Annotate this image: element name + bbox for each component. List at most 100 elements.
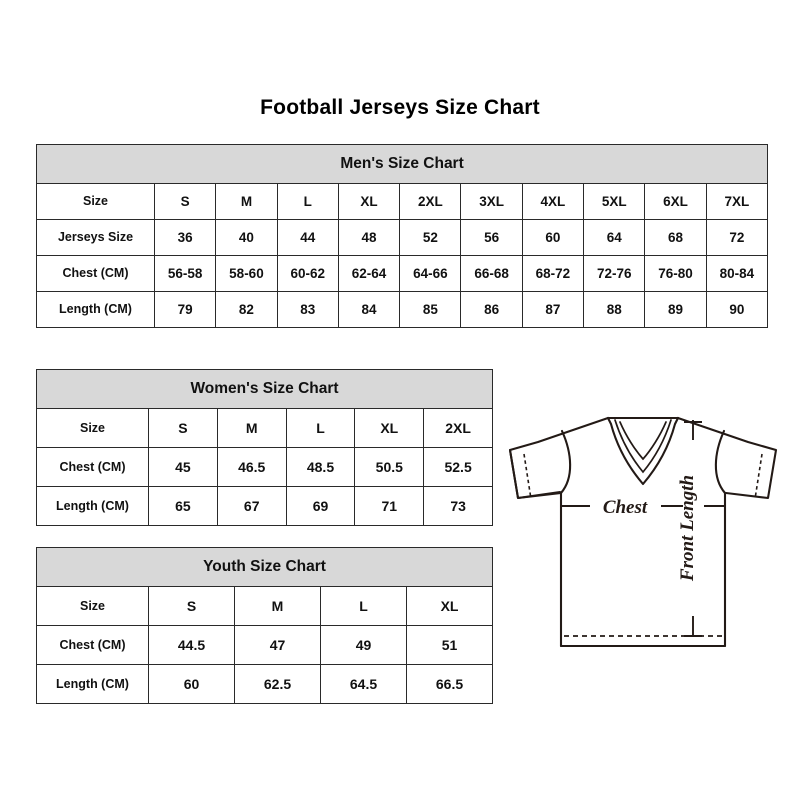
row-label: Chest (CM) (36, 255, 155, 292)
table-row: Size S M L XL 2XL (36, 408, 494, 448)
table-cell: 58-60 (215, 255, 278, 292)
chest-measure-label: Chest (603, 497, 648, 518)
row-label: Chest (CM) (36, 447, 149, 487)
table-cell: 85 (399, 291, 462, 328)
table-cell: 49 (320, 625, 407, 665)
mens-caption-row: Men's Size Chart (35, 144, 769, 184)
table-cell: 66.5 (405, 664, 494, 704)
table-cell: 79 (153, 291, 217, 328)
womens-caption-row: Women's Size Chart (35, 369, 494, 409)
table-cell: XL (354, 408, 425, 448)
table-cell: 3XL (460, 183, 523, 220)
mens-table-caption: Men's Size Chart (35, 144, 769, 184)
table-cell: 56-58 (153, 255, 217, 292)
table-cell: 51 (405, 625, 494, 665)
row-label: Chest (CM) (36, 625, 149, 665)
right-shoulder-outline (676, 416, 778, 500)
table-cell: 67 (216, 486, 287, 526)
jersey-measurement-diagram: Chest Front Length Front Length (498, 398, 788, 688)
table-cell: 6XL (644, 183, 707, 220)
row-label: Length (CM) (36, 664, 149, 704)
table-cell: M (234, 586, 321, 626)
table-cell: L (285, 408, 356, 448)
table-cell: M (215, 183, 278, 220)
table-cell: 48 (337, 219, 401, 256)
table-row: Chest (CM) 44.5 47 49 51 (36, 625, 494, 665)
row-label: Size (36, 408, 149, 448)
table-cell: S (153, 183, 217, 220)
table-cell: 84 (337, 291, 401, 328)
youth-table-caption: Youth Size Chart (35, 547, 494, 587)
row-label: Size (36, 183, 155, 220)
table-row: Jerseys Size 36 40 44 48 52 56 60 64 68 … (36, 219, 769, 256)
table-cell: 62.5 (234, 664, 321, 704)
table-cell: S (148, 408, 218, 448)
table-row: Chest (CM) 45 46.5 48.5 50.5 52.5 (36, 447, 494, 487)
table-cell: 90 (705, 291, 769, 328)
table-cell: 2XL (399, 183, 462, 220)
table-cell: XL (337, 183, 401, 220)
front-length-label-backdrop (683, 440, 704, 616)
table-cell: 52.5 (423, 447, 494, 487)
right-cuff-stitch-dashes (754, 453, 763, 500)
table-cell: 7XL (705, 183, 769, 220)
table-cell: 72-76 (583, 255, 646, 292)
table-cell: 36 (153, 219, 217, 256)
table-cell: L (276, 183, 339, 220)
right-armhole-curve (714, 429, 727, 495)
table-cell: 83 (276, 291, 339, 328)
table-cell: 60 (148, 664, 235, 704)
table-cell: 82 (215, 291, 278, 328)
table-row: Chest (CM) 56-58 58-60 60-62 62-64 64-66… (36, 255, 769, 292)
womens-table-caption: Women's Size Chart (35, 369, 494, 409)
table-cell: 60 (521, 219, 585, 256)
womens-size-chart-table: Women's Size Chart Size S M L XL 2XL Che… (35, 369, 494, 526)
table-cell: 45 (148, 447, 218, 487)
table-cell: 56 (460, 219, 523, 256)
table-cell: 62-64 (337, 255, 401, 292)
left-cuff-stitch-dashes (523, 453, 532, 500)
table-cell: 46.5 (216, 447, 287, 487)
table-cell: 40 (215, 219, 278, 256)
table-cell: 50.5 (354, 447, 425, 487)
table-cell: 52 (399, 219, 462, 256)
table-cell: 2XL (423, 408, 494, 448)
table-cell: 47 (234, 625, 321, 665)
left-armhole-curve (559, 429, 572, 495)
table-row: Size S M L XL (36, 586, 494, 626)
youth-caption-row: Youth Size Chart (35, 547, 494, 587)
vneck-inner-curve (619, 421, 667, 461)
page-title: Football Jerseys Size Chart (260, 96, 540, 119)
mens-table-body: Men's Size Chart Size S M L XL 2XL 3XL 4… (35, 144, 769, 328)
table-cell: 80-84 (705, 255, 769, 292)
left-shoulder-outline (508, 416, 610, 500)
table-cell: 89 (644, 291, 707, 328)
table-row: Length (CM) 60 62.5 64.5 66.5 (36, 664, 494, 704)
table-cell: 65 (148, 486, 218, 526)
table-cell: M (216, 408, 287, 448)
table-cell: 66-68 (460, 255, 523, 292)
table-cell: 76-80 (644, 255, 707, 292)
womens-table-body: Women's Size Chart Size S M L XL 2XL Che… (35, 369, 494, 526)
left-sleeve-outline (508, 448, 563, 500)
youth-table-body: Youth Size Chart Size S M L XL Chest (CM… (35, 547, 494, 704)
table-cell: 86 (460, 291, 523, 328)
table-cell: 68-72 (521, 255, 585, 292)
table-cell: 48.5 (285, 447, 356, 487)
table-cell: 87 (521, 291, 585, 328)
vneck-outer-curve (606, 416, 680, 486)
table-row: Length (CM) 65 67 69 71 73 (36, 486, 494, 526)
table-cell: 64 (583, 219, 646, 256)
table-cell: 72 (705, 219, 769, 256)
table-row: Size S M L XL 2XL 3XL 4XL 5XL 6XL 7XL (36, 183, 769, 220)
table-cell: 68 (644, 219, 707, 256)
table-cell: 60-62 (276, 255, 339, 292)
table-cell: L (320, 586, 407, 626)
table-cell: 73 (423, 486, 494, 526)
table-cell: 71 (354, 486, 425, 526)
table-cell: 44.5 (148, 625, 235, 665)
row-label: Length (CM) (36, 486, 149, 526)
mens-size-chart-table: Men's Size Chart Size S M L XL 2XL 3XL 4… (35, 144, 769, 328)
table-cell: 64-66 (399, 255, 462, 292)
table-cell: S (148, 586, 235, 626)
